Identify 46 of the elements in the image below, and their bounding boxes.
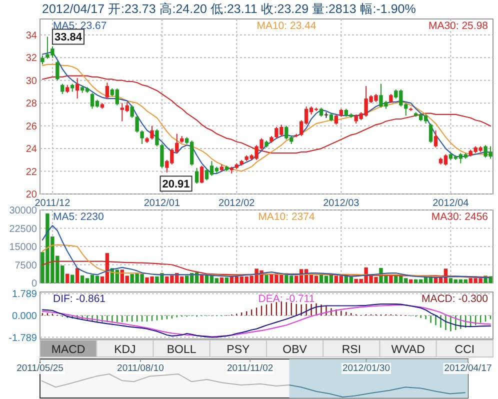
text: MA30: 25.98 [428,20,488,32]
x-tick-label: 2012/01 [144,198,180,209]
y-tick-label: 7500 [14,260,38,272]
series-label: DIF: -0.861 [53,293,106,305]
series-label: DEA: -0.711 [258,293,315,305]
text: PSY [226,344,250,356]
y-tick-label: 1.789 [12,289,38,300]
y-tick-label: 22500 [9,224,38,235]
y-tick-label: 24 [26,144,38,156]
x-tick-label: 2012/04 [432,198,470,209]
text: MA10: 2374 [258,211,315,223]
y-tick-label: 34 [26,30,38,42]
chart-title: 2012/04/17 开:23.73 高:24.20 低:23.11 收:23.29 量:2813 幅:-1.90% [42,1,416,16]
series-label: MA5: 2230 [53,211,104,223]
x-tick-label: 2011/08/10 [117,363,164,374]
text: WVAD [391,344,425,356]
y-tick-label: -1.789 [8,332,38,344]
x-tick-label: 2011/05/25 [16,363,64,374]
y-tick-label: 26 [26,121,38,132]
text: MA30: 2456 [431,211,488,223]
x-tick-label: 2012/01/30 [342,363,390,374]
y-tick-label: 15000 [9,242,38,253]
y-tick-label: 28 [26,98,38,110]
annotation: 20.91 [162,178,190,191]
y-tick-label: 30000 [9,206,38,216]
y-tick-label: 20 [26,190,38,200]
text: KDJ [114,344,136,356]
y-tick-label: 0 [31,278,38,290]
series-label: MACD: -0.300 [421,293,488,305]
text: CCI [454,344,475,356]
y-tick-label: 32 [26,53,38,64]
y-tick-label: 30 [26,76,38,87]
text: MA10: 23.44 [256,20,316,32]
x-tick-label: 2012/03 [323,198,360,209]
x-tick-label: 2012/02 [218,198,256,209]
text: MACD [51,344,86,356]
y-tick-label: 22 [26,166,38,178]
y-tick-label: 0.000 [12,311,38,322]
x-tick-label: 2011/11/02 [227,363,274,374]
text: RSI [342,344,362,356]
text: BOLL [166,344,197,356]
annotation: 33.84 [54,32,83,44]
series-label: MA5: 23.67 [53,20,107,32]
text: OBV [282,344,308,356]
x-tick-label: 2012/04/17 [444,363,492,374]
x-tick-label: 2011/12 [34,198,71,209]
